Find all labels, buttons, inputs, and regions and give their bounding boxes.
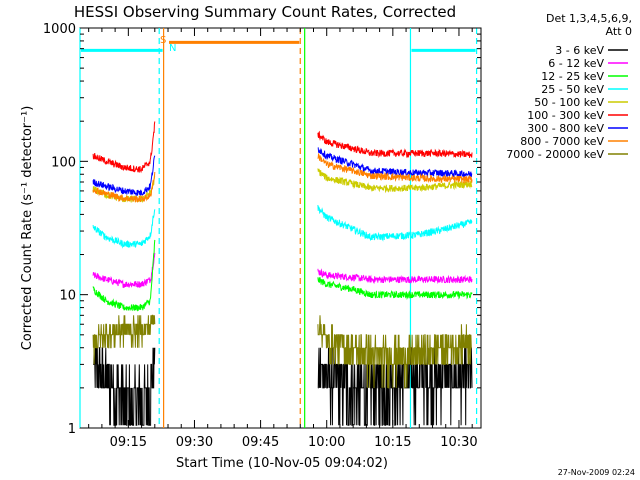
series-7-segment-1 [317,153,473,184]
legend-label-8: 7000 - 20000 keV [506,148,604,161]
legend-label-4: 50 - 100 keV [534,96,604,109]
series-0-segment-0 [93,347,156,426]
series-5-segment-1 [317,130,473,159]
generation-timestamp: 27-Nov-2009 02:24 [558,468,635,477]
flags-layer: SN [160,35,176,54]
series-7-segment-0 [92,171,156,203]
x-tick-label-3: 10:00 [308,435,345,450]
instrument-state-bars [81,40,476,52]
y-axis: 1 10 100 1000 [43,22,481,437]
series-1-segment-0 [92,252,156,289]
x-tick-label-0: 09:15 [110,435,147,450]
series-7 [92,153,473,203]
legend-label-7: 800 - 7000 keV [520,135,604,148]
y-axis-label: Corrected Count Rate (s⁻¹ detector⁻¹) [20,106,35,351]
legend-label-3: 25 - 50 keV [541,83,604,96]
legend-label-1: 6 - 12 keV [548,57,604,70]
series-6 [92,147,473,197]
flag-S: S [160,35,166,46]
series-3-segment-1 [317,204,473,242]
series-0 [93,347,473,426]
series-3-segment-0 [92,209,156,249]
y-tick-label-1: 10 [59,289,76,304]
series-8-segment-0 [92,314,156,365]
x-axis: 09:15 09:30 09:45 10:00 10:15 10:30 [88,28,478,450]
x-tick-label-1: 09:30 [176,435,213,450]
legend-label-2: 12 - 25 keV [541,70,604,83]
series-2-segment-1 [317,277,473,301]
x-tick-label-5: 10:30 [440,435,477,450]
chart-title: HESSI Observing Summary Count Rates, Cor… [74,3,456,21]
legend-label-6: 300 - 800 keV [527,122,604,135]
y-tick-label-0: 1 [68,422,76,437]
x-axis-label: Start Time (10-Nov-05 09:04:02) [176,456,388,471]
legend-header-line-2: Att 0 [606,25,632,38]
legend-header-line-1: Det 1,3,4,5,6,9, [546,12,632,25]
series-6-segment-1 [317,147,473,179]
series-2 [92,239,473,312]
series-8-segment-1 [317,315,472,389]
x-tick-label-2: 09:45 [242,435,279,450]
series-6-segment-0 [92,155,156,197]
y-tick-label-3: 1000 [43,22,76,37]
series-2-segment-0 [92,239,156,312]
x-tick-label-4: 10:15 [374,435,411,450]
plot-frame [79,27,482,429]
series-0-segment-1 [317,347,473,426]
y-tick-label-2: 100 [51,155,76,170]
legend-label-0: 3 - 6 keV [555,44,604,57]
flag-N: N [169,43,176,54]
series-5 [92,121,473,174]
series-5-segment-0 [92,121,156,174]
legend-label-5: 100 - 300 keV [527,109,604,122]
series-8 [92,314,472,389]
series-4-segment-1 [317,168,473,194]
series-1-segment-1 [317,268,473,285]
series-3 [92,204,473,249]
series-layer [92,121,473,426]
series-1 [92,252,473,289]
